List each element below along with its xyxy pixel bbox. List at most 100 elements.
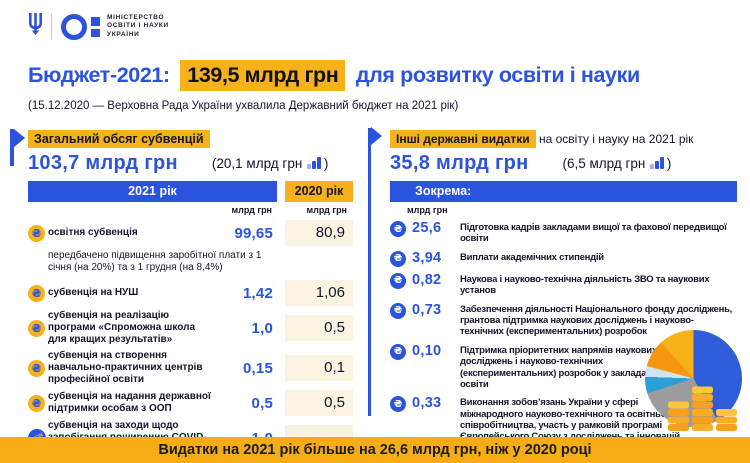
heading-rest: на освіту і науку на 2021 рік [535,132,694,146]
trident-icon [28,13,43,40]
pie-coins-illustration [645,330,745,431]
list-item: ₴ 0,82 Наукова і науково-технічна діяльн… [390,272,737,297]
including-bar: Зокрема: [390,181,737,202]
hryvnia-sign: ₴ [393,346,403,358]
subventions-delta-close: ) [323,156,329,171]
item-text: Забезпечення діяльності Національного фо… [460,303,733,338]
subventions-panel: Загальний обсяг субвенцій 103,7 млрд грн… [28,130,353,460]
subventions-delta-text: (20,1 млрд грн [211,156,303,171]
hryvnia-coin-icon: ₴ [390,343,406,360]
row-label: субвенція на НУШ [48,287,139,298]
center-divider-arrow-icon [371,127,382,145]
ministry-brand: МІНІСТЕРСТВО ОСВІТИ І НАУКИ УКРАЇНИ [28,13,169,40]
subventions-delta: (20,1 млрд грн ) [212,156,328,171]
table-header: 2021 рік 2020 рік [28,181,353,202]
coin-stacks-icon [667,374,739,437]
table-row: ₴ освітня субвенція 99,65 80,9 [28,220,353,246]
item-text: Підготовка кадрів закладами вищої та фах… [460,222,727,245]
row-value-2020: 80,9 [285,220,353,246]
center-divider-line [368,128,371,416]
list-item: ₴ 0,10 Підтримка пріоритетних напрямів н… [390,343,737,391]
row-value-2021: 0,15 [243,359,273,377]
hryvnia-coin-icon: ₴ [28,319,45,337]
hryvnia-coin-icon: ₴ [390,302,406,319]
hryvnia-sign: ₴ [31,396,42,410]
list-item: ₴ 25,6 Підготовка кадрів закладами вищої… [390,220,737,245]
hryvnia-sign: ₴ [31,226,42,240]
item-value: 3,94 [412,249,442,266]
ministry-line-2: ОСВІТИ І НАУКИ [107,22,169,30]
other-total-row: 35,8 млрд грн (6,5 млрд грн ) [390,152,737,175]
row-label: субвенція на створення навчально-практич… [48,350,203,385]
item-value: 0,82 [412,271,442,288]
ministry-logo-colon-icon [91,16,100,37]
table-row: ₴ субвенція на створення навчально-практ… [28,350,353,386]
hryvnia-sign: ₴ [393,398,403,410]
row-value-2021: 1,0 [251,319,273,337]
row-value-2020: 1,06 [285,280,353,306]
other-delta-close: ) [666,156,672,171]
hryvnia-coin-icon: ₴ [390,221,406,237]
table-units-row: млрд грн млрд грн [28,202,353,220]
item-value: 0,10 [412,342,442,359]
item-value: 0,73 [412,301,442,318]
column-header-2020: 2020 рік [285,181,353,202]
list-item: ₴ 0,33 Виконання зобов’язань України у с… [390,395,737,443]
list-item: ₴ 3,94 Виплати академічних стипендій [390,250,737,267]
hryvnia-coin-icon: ₴ [28,359,45,377]
hryvnia-coin-icon: ₴ [390,272,406,289]
item-text: Виконання зобов’язань України у сфері мі… [460,397,680,442]
row-value-2021: 99,65 [234,224,273,242]
hryvnia-coin-icon: ₴ [28,284,45,302]
item-value: 0,33 [412,395,442,412]
item-text: Наукова і науково-технічна діяльність ЗВ… [460,273,710,297]
ministry-name: МІНІСТЕРСТВО ОСВІТИ І НАУКИ УКРАЇНИ [107,14,169,40]
title-amount-highlight: 139,5 млрд грн [180,60,346,91]
title-prefix: Бюджет-2021: [28,63,170,87]
hryvnia-sign: ₴ [31,321,42,335]
footer-banner: Видатки на 2021 рік більше на 26,6 млрд … [0,437,750,463]
ministry-logo-icon [61,13,87,40]
row-value-2020: 0,5 [285,315,353,341]
subventions-heading: Загальний обсяг субвенцій [28,130,210,148]
table-row: ₴ субвенція на надання державної підтрим… [28,390,353,416]
row-label: субвенція на реалізацію програми «Спромо… [48,310,196,345]
row-note: передбачено підвищення заробітної плати … [48,250,262,273]
unit-label-2021: млрд грн [231,205,272,215]
row-value-2021: 0,5 [251,394,273,412]
item-text: Виплати академічних стипендій [460,251,604,263]
row-label: освітня субвенція [48,227,138,238]
hryvnia-sign: ₴ [393,305,403,317]
hryvnia-coin-icon: ₴ [28,224,45,242]
bar-chart-icon [650,157,664,169]
subventions-total: 103,7 млрд грн [28,152,178,174]
row-value-2020: 0,1 [285,355,353,381]
other-delta: (6,5 млрд грн ) [562,156,671,171]
hryvnia-sign: ₴ [393,223,403,235]
hryvnia-sign: ₴ [393,275,403,287]
left-marker-arrow-icon [14,129,25,147]
unit-label: млрд грн [407,205,448,215]
hryvnia-sign: ₴ [393,253,403,265]
page-subtitle: (15.12.2020 — Верховна Рада України ухва… [28,100,459,112]
row-value-2020: 0,5 [285,390,353,416]
hryvnia-sign: ₴ [31,286,42,300]
column-header-2021: 2021 рік [28,181,277,202]
title-suffix: для розвитку освіти і науки [355,63,640,87]
ministry-line-3: УКРАЇНИ [107,30,140,38]
bar-chart-icon [307,157,321,169]
item-value: 25,6 [412,220,442,236]
brand-divider [51,13,52,40]
page-title: Бюджет-2021: 139,5 млрд грн для розвитку… [28,60,743,91]
unit-label-2020: млрд грн [306,205,347,215]
row-label: субвенція на надання державної підтримки… [48,391,211,414]
hryvnia-sign: ₴ [31,361,42,375]
heading-highlight: Інші державні видатки [390,130,536,148]
hryvnia-coin-icon: ₴ [390,250,406,267]
ministry-line-1: МІНІСТЕРСТВО [107,13,165,21]
hryvnia-coin-icon: ₴ [390,396,406,413]
hryvnia-coin-icon: ₴ [28,394,45,412]
list-item: ₴ 0,73 Забезпечення діяльності Національ… [390,302,737,338]
row-value-2021: 1,42 [243,284,273,302]
